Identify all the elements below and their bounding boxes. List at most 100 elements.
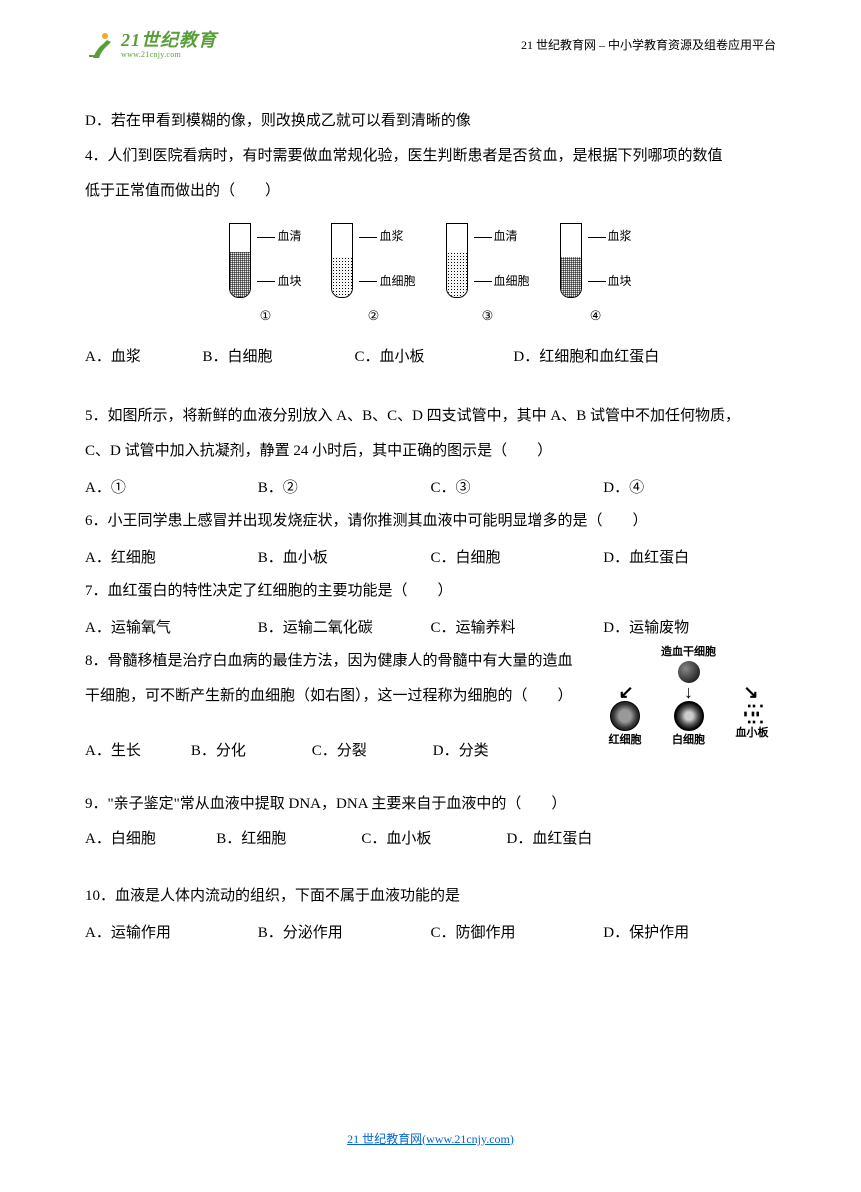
q9-optD: D．血红蛋白 [507,823,593,856]
q6-options: A．红细胞 B．血小板 C．白细胞 D．血红蛋白 [85,542,776,575]
stem-cell-icon [678,661,700,683]
q8-optC: C．分裂 [312,735,433,768]
footer-text-prefix: 21 世纪教育网 [347,1132,422,1146]
tube-image: 血清血块 [229,223,301,298]
page-content: D．若在甲看到模糊的像，则改换成乙就可以看到清晰的像 4．人们到医院看病时，有时… [85,105,776,950]
tube-labels: 血清血细胞 [474,223,530,298]
q5-stem-2: C、D 试管中加入抗凝剂，静置 24 小时后，其中正确的图示是（ ） [85,435,776,468]
tube-number: ④ [590,302,602,331]
tube-image: 血清血细胞 [446,223,530,298]
page-footer: 21 世纪教育网(www.21cnjy.com) [0,1126,861,1152]
tube-top-label: 血清 [474,229,530,243]
q8-stem-2: 干细胞，可不断产生新的血细胞（如右图），这一过程称为细胞的（ ） [85,680,589,713]
q10-options: A．运输作用 B．分泌作用 C．防御作用 D．保护作用 [85,917,776,950]
tube-top-layer [561,235,581,259]
q5-optA: A．① [85,472,258,505]
q8-stem-1: 8．骨髓移植是治疗白血病的最佳方法，因为健康人的骨髓中有大量的造血 [85,645,589,678]
tube-bottom-label: 血细胞 [474,274,530,288]
q4-optC: C．血小板 [354,341,513,374]
tube-bottom-layer [332,257,352,297]
tube-labels: 血浆血细胞 [359,223,415,298]
q9-optB: B．红细胞 [216,823,361,856]
header-tagline: 21 世纪教育网 – 中小学教育资源及组卷应用平台 [521,32,776,58]
plt-label: 血小板 [736,726,769,740]
q8-optD: D．分类 [433,735,489,768]
q10-optA: A．运输作用 [85,917,258,950]
q7-optD: D．运输废物 [603,612,776,645]
tube-top-label: 血浆 [588,229,632,243]
q5-optB: B．② [258,472,431,505]
tube-labels: 血浆血块 [588,223,632,298]
q5-optD: D．④ [603,472,776,505]
tube-number: ① [260,302,272,331]
test-tube-icon [446,223,468,298]
logo-sub-text: www.21cnjy.com [121,51,217,60]
q6-optB: B．血小板 [258,542,431,575]
tube-bottom-layer [561,257,581,297]
tube-unit-4: 血浆血块 ④ [560,223,632,331]
q4-stem-2: 低于正常值而做出的（ ） [85,175,776,208]
q10-optB: B．分泌作用 [258,917,431,950]
footer-link[interactable]: (www.21cnjy.com) [422,1132,514,1146]
q4-stem-1: 4．人们到医院看病时，有时需要做血常规化验，医生判断患者是否贫血，是根据下列哪项… [85,140,776,173]
q7-options: A．运输氧气 B．运输二氧化碳 C．运输养料 D．运输废物 [85,612,776,645]
rbc-col: 红细胞 [609,701,642,747]
q9-optC: C．血小板 [361,823,506,856]
q8-optA: A．生长 [85,735,191,768]
rbc-icon [610,701,640,731]
q8-text-block: 8．骨髓移植是治疗白血病的最佳方法，因为健康人的骨髓中有大量的造血 干细胞，可不… [85,645,589,770]
page-header: 21世纪教育 www.21cnjy.com 21 世纪教育网 – 中小学教育资源… [85,30,776,60]
rbc-label: 红细胞 [609,733,642,747]
q4-optB: B．白细胞 [202,341,354,374]
wbc-col: 白细胞 [672,701,705,747]
tube-number: ② [368,302,380,331]
tube-image: 血浆血块 [560,223,632,298]
wbc-icon [674,701,704,731]
q4-optD: D．红细胞和血红蛋白 [513,341,659,374]
tube-bottom-layer [230,252,250,297]
q4-optA: A．血浆 [85,341,202,374]
q7-optA: A．运输氧气 [85,612,258,645]
q3-option-d: D．若在甲看到模糊的像，则改换成乙就可以看到清晰的像 [85,105,776,138]
logo: 21世纪教育 www.21cnjy.com [85,30,217,60]
q9-options: A．白细胞 B．红细胞 C．血小板 D．血红蛋白 [85,823,776,856]
q8-optB: B．分化 [191,735,312,768]
tube-top-layer [332,235,352,259]
q6-optC: C．白细胞 [431,542,604,575]
q8-figure: 造血干细胞 ↙↓↘ 红细胞 白细胞 ∴∵∵∴ 血小板 [601,645,776,748]
q6-optA: A．红细胞 [85,542,258,575]
q6-stem: 6．小王同学患上感冒并出现发烧症状，请你推测其血液中可能明显增多的是（ ） [85,505,776,538]
test-tube-icon [560,223,582,298]
logo-runner-icon [85,30,115,60]
tube-top-label: 血浆 [359,229,415,243]
logo-main-text: 21世纪教育 [121,31,217,51]
q10-optD: D．保护作用 [603,917,776,950]
q10-optC: C．防御作用 [431,917,604,950]
q4-tubes-figure: 血清血块 ① 血浆血细胞 ② 血清血细胞 ③ 血浆血块 ④ [85,223,776,331]
q5-options: A．① B．② C．③ D．④ [85,472,776,505]
q8-row: 8．骨髓移植是治疗白血病的最佳方法，因为健康人的骨髓中有大量的造血 干细胞，可不… [85,645,776,770]
plt-col: ∴∵∵∴ 血小板 [736,701,769,747]
q4-options: A．血浆 B．白细胞 C．血小板 D．红细胞和血红蛋白 [85,341,776,374]
test-tube-icon [331,223,353,298]
q9-stem: 9．"亲子鉴定"常从血液中提取 DNA，DNA 主要来自于血液中的（ ） [85,788,776,821]
q8-options: A．生长 B．分化 C．分裂 D．分类 [85,735,589,768]
arrows-icon: ↙↓↘ [619,685,759,699]
tube-labels: 血清血块 [257,223,301,298]
tube-number: ③ [482,302,494,331]
q8-fig-title: 造血干细胞 [661,645,716,659]
tube-image: 血浆血细胞 [331,223,415,298]
q9-optA: A．白细胞 [85,823,216,856]
tube-bottom-label: 血细胞 [359,274,415,288]
tube-top-layer [230,234,250,254]
test-tube-icon [229,223,251,298]
q8-cells-row: 红细胞 白细胞 ∴∵∵∴ 血小板 [609,701,769,747]
platelet-icon: ∴∵∵∴ [744,701,761,724]
tube-unit-1: 血清血块 ① [229,223,301,331]
q5-optC: C．③ [431,472,604,505]
tube-unit-2: 血浆血细胞 ② [331,223,415,331]
q7-optC: C．运输养料 [431,612,604,645]
q7-optB: B．运输二氧化碳 [258,612,431,645]
q10-stem: 10．血液是人体内流动的组织，下面不属于血液功能的是 [85,880,776,913]
tube-top-layer [447,234,467,254]
